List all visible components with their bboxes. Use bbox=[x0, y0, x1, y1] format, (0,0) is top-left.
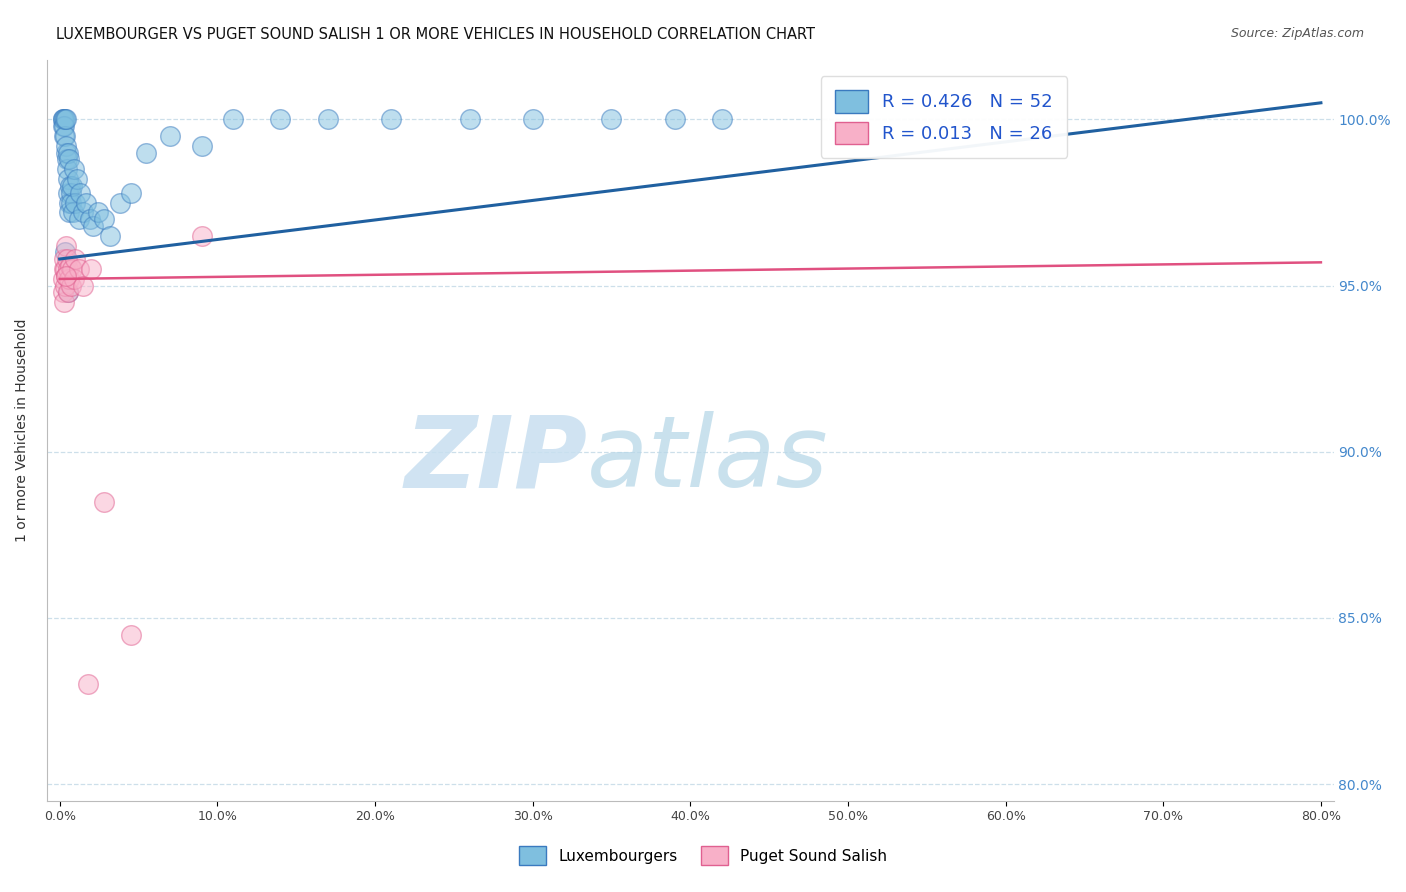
Point bbox=[69, 186, 91, 200]
Point bbox=[52, 119, 75, 133]
Point bbox=[53, 119, 76, 133]
Point bbox=[59, 259, 82, 273]
Point bbox=[55, 268, 77, 283]
Point bbox=[76, 195, 98, 210]
Point bbox=[66, 172, 89, 186]
Point bbox=[60, 178, 83, 193]
Point bbox=[55, 139, 77, 153]
Point bbox=[63, 272, 86, 286]
Point bbox=[59, 278, 82, 293]
Point bbox=[53, 295, 76, 310]
Point bbox=[72, 278, 94, 293]
Point bbox=[93, 494, 115, 508]
Point bbox=[58, 153, 80, 167]
Text: atlas: atlas bbox=[588, 411, 830, 508]
Y-axis label: 1 or more Vehicles in Household: 1 or more Vehicles in Household bbox=[15, 318, 30, 542]
Point bbox=[59, 186, 82, 200]
Text: ZIP: ZIP bbox=[405, 411, 588, 508]
Point bbox=[86, 205, 108, 219]
Point bbox=[55, 252, 77, 266]
Point bbox=[77, 677, 100, 691]
Point bbox=[710, 112, 733, 127]
Point bbox=[52, 272, 75, 286]
Point bbox=[53, 262, 76, 277]
Point bbox=[135, 145, 157, 160]
Point bbox=[56, 162, 79, 177]
Point bbox=[65, 252, 87, 266]
Point bbox=[93, 212, 115, 227]
Point bbox=[120, 627, 142, 641]
Text: LUXEMBOURGER VS PUGET SOUND SALISH 1 OR MORE VEHICLES IN HOUSEHOLD CORRELATION C: LUXEMBOURGER VS PUGET SOUND SALISH 1 OR … bbox=[56, 27, 815, 42]
Point bbox=[56, 262, 79, 277]
Point bbox=[58, 285, 80, 300]
Point bbox=[380, 112, 402, 127]
Text: Source: ZipAtlas.com: Source: ZipAtlas.com bbox=[1230, 27, 1364, 40]
Point bbox=[53, 252, 76, 266]
Point bbox=[52, 262, 75, 277]
Point bbox=[53, 129, 76, 144]
Point bbox=[79, 212, 101, 227]
Point bbox=[51, 112, 73, 127]
Point bbox=[60, 195, 83, 210]
Point bbox=[82, 219, 104, 233]
Point bbox=[52, 129, 75, 144]
Point bbox=[55, 268, 77, 283]
Point bbox=[52, 112, 75, 127]
Point bbox=[159, 129, 181, 144]
Point bbox=[108, 195, 131, 210]
Point bbox=[98, 228, 121, 243]
Point bbox=[522, 112, 544, 127]
Point bbox=[53, 112, 76, 127]
Point bbox=[55, 238, 77, 252]
Point bbox=[51, 285, 73, 300]
Point bbox=[53, 245, 76, 260]
Point bbox=[60, 262, 83, 277]
Point bbox=[269, 112, 291, 127]
Point bbox=[120, 186, 142, 200]
Point bbox=[58, 285, 80, 300]
Point bbox=[63, 162, 86, 177]
Point bbox=[190, 228, 212, 243]
Point bbox=[458, 112, 481, 127]
Point bbox=[56, 145, 79, 160]
Point bbox=[59, 178, 82, 193]
Point bbox=[67, 212, 90, 227]
Point bbox=[65, 195, 87, 210]
Legend: R = 0.426   N = 52, R = 0.013   N = 26: R = 0.426 N = 52, R = 0.013 N = 26 bbox=[821, 76, 1067, 158]
Point bbox=[56, 186, 79, 200]
Point bbox=[55, 153, 77, 167]
Point bbox=[190, 139, 212, 153]
Point bbox=[600, 112, 623, 127]
Point bbox=[55, 112, 77, 127]
Point bbox=[664, 112, 686, 127]
Point bbox=[80, 262, 103, 277]
Point bbox=[58, 195, 80, 210]
Point bbox=[222, 112, 245, 127]
Point bbox=[55, 145, 77, 160]
Point bbox=[53, 278, 76, 293]
Point bbox=[72, 205, 94, 219]
Point bbox=[53, 112, 76, 127]
Point bbox=[67, 262, 90, 277]
Point bbox=[58, 272, 80, 286]
Point bbox=[62, 205, 84, 219]
Legend: Luxembourgers, Puget Sound Salish: Luxembourgers, Puget Sound Salish bbox=[513, 840, 893, 871]
Point bbox=[58, 172, 80, 186]
Point bbox=[316, 112, 339, 127]
Point bbox=[58, 205, 80, 219]
